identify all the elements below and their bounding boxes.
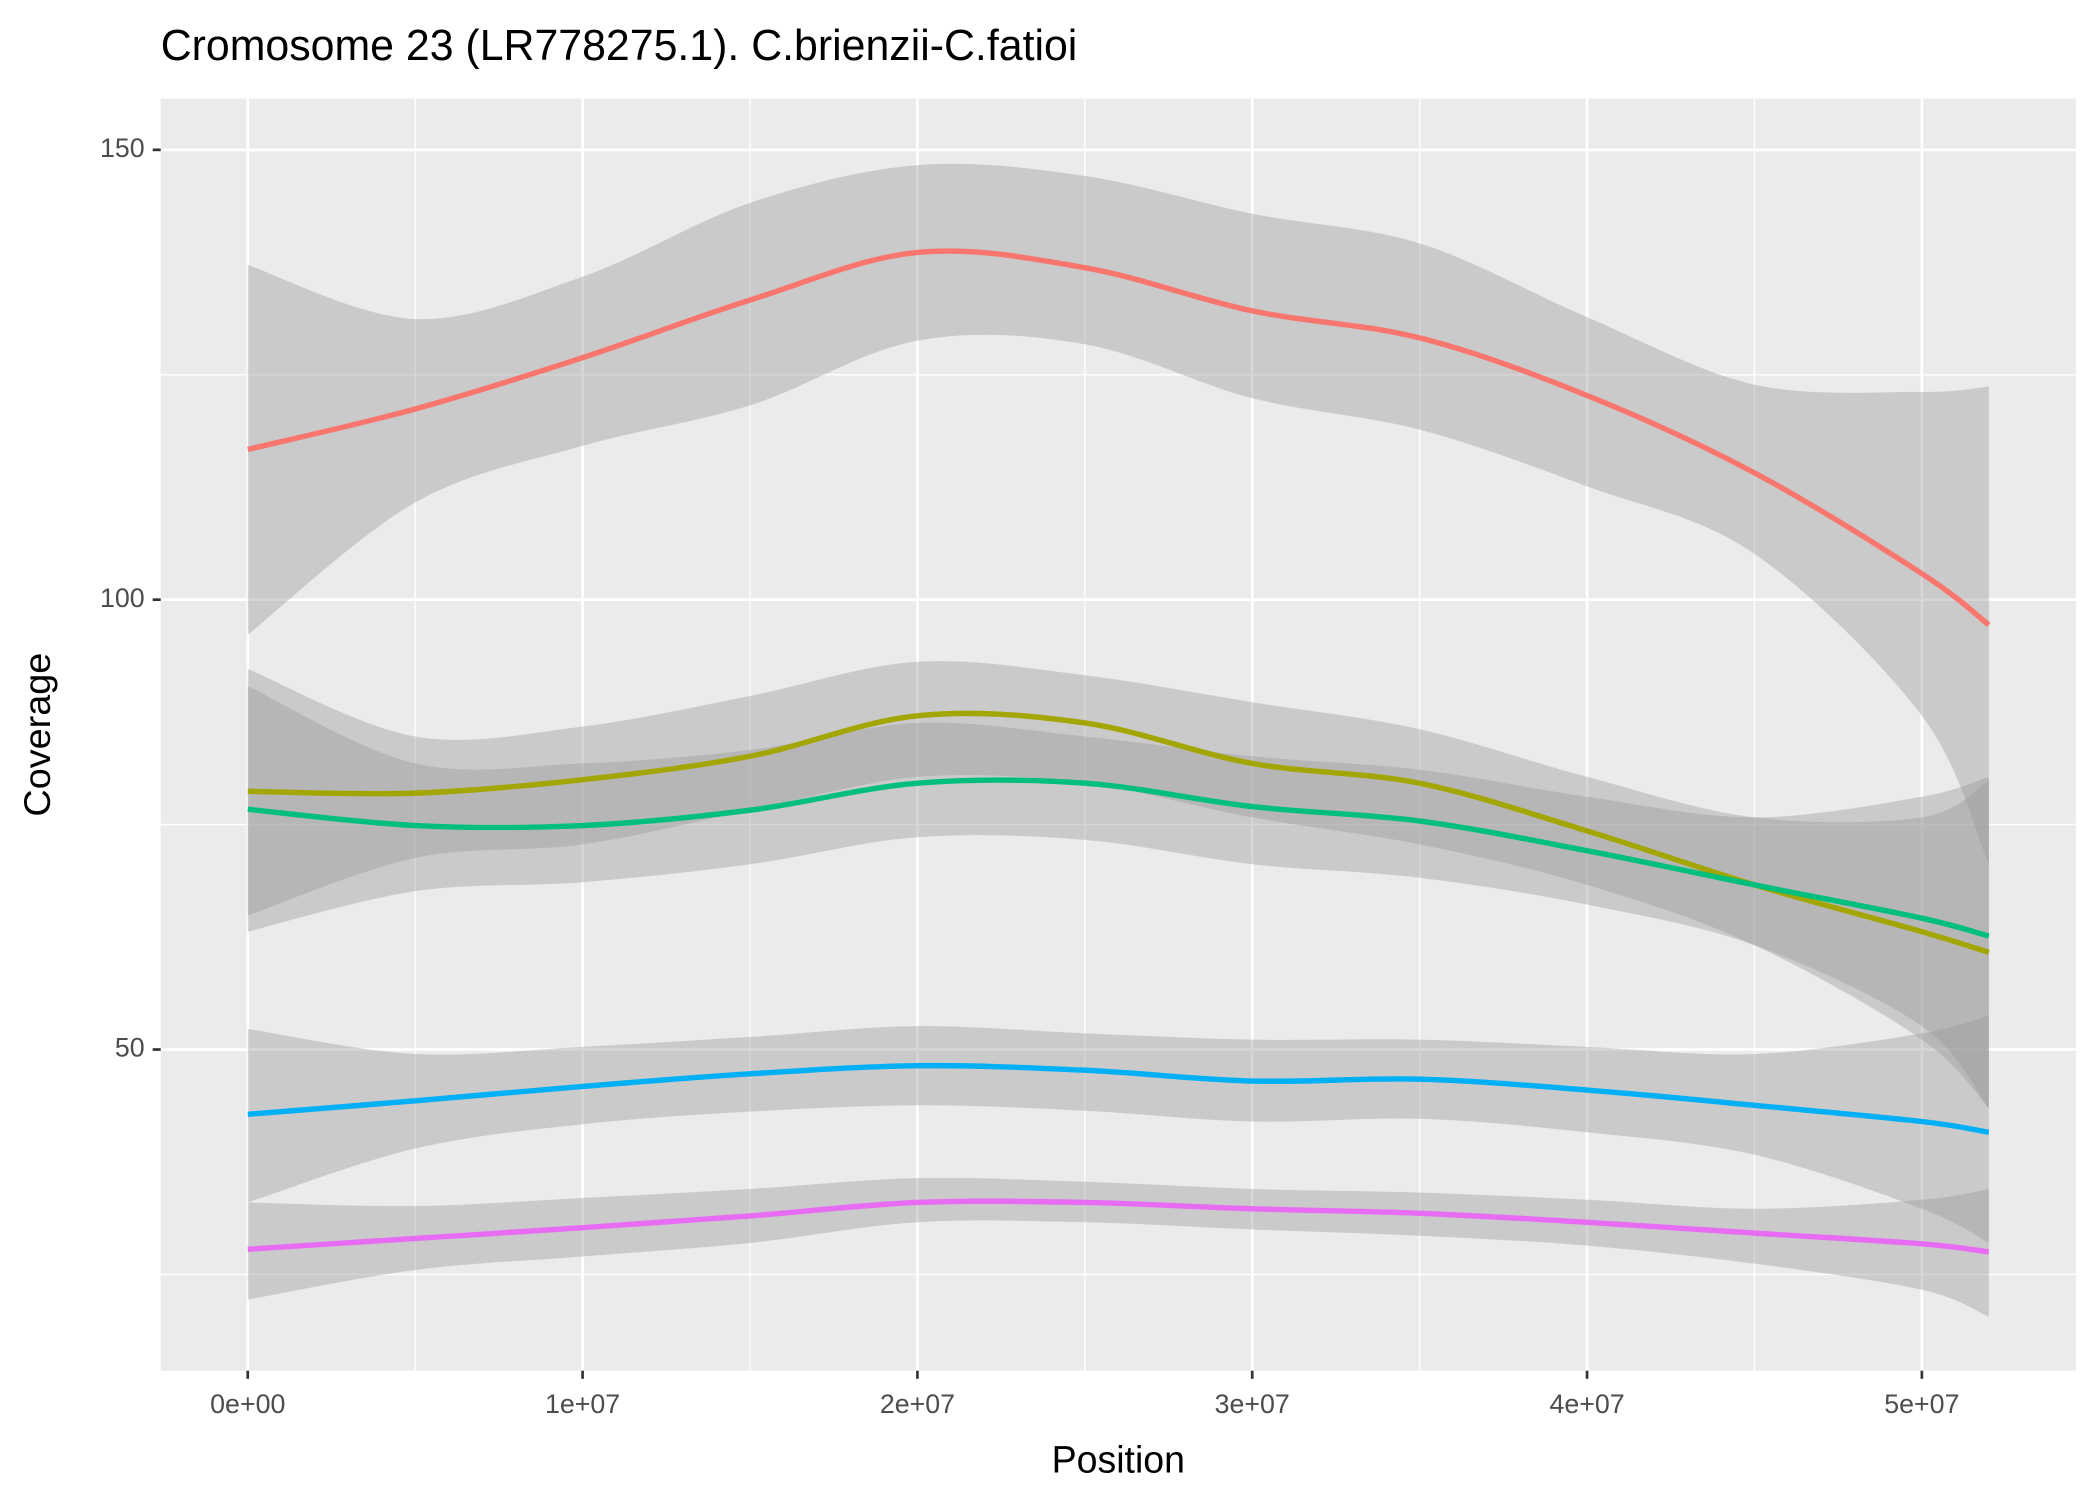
- x-tick-label: 4e+07: [1549, 1389, 1624, 1419]
- series-line: [247, 777, 1990, 939]
- series-line: [247, 248, 1991, 628]
- chart-title: Cromosome 23 (LR778275.1). C.brienzii-C.…: [161, 22, 1078, 70]
- confidence-band: [247, 1177, 1989, 1317]
- y-tick-label: 50: [115, 1033, 145, 1063]
- x-tick-label: 3e+07: [1215, 1389, 1290, 1419]
- x-tick-label: 5e+07: [1884, 1389, 1959, 1419]
- confidence-band: [247, 1015, 1989, 1243]
- confidence-band: [247, 661, 1989, 1109]
- x-axis-label: Position: [1052, 1438, 1185, 1480]
- panel: [160, 98, 2076, 1371]
- series-line: [247, 1198, 1990, 1255]
- x-tick-label: 2e+07: [880, 1389, 955, 1419]
- y-axis-label: Coverage: [16, 653, 58, 817]
- confidence-band: [247, 686, 1989, 1109]
- y-tick-label: 100: [100, 583, 145, 613]
- x-tick-label: 1e+07: [545, 1389, 620, 1419]
- series-line: [247, 1062, 1990, 1135]
- confidence-band: [247, 163, 1989, 865]
- x-tick-label: 0e+00: [210, 1389, 285, 1419]
- y-tick-label: 150: [100, 133, 145, 163]
